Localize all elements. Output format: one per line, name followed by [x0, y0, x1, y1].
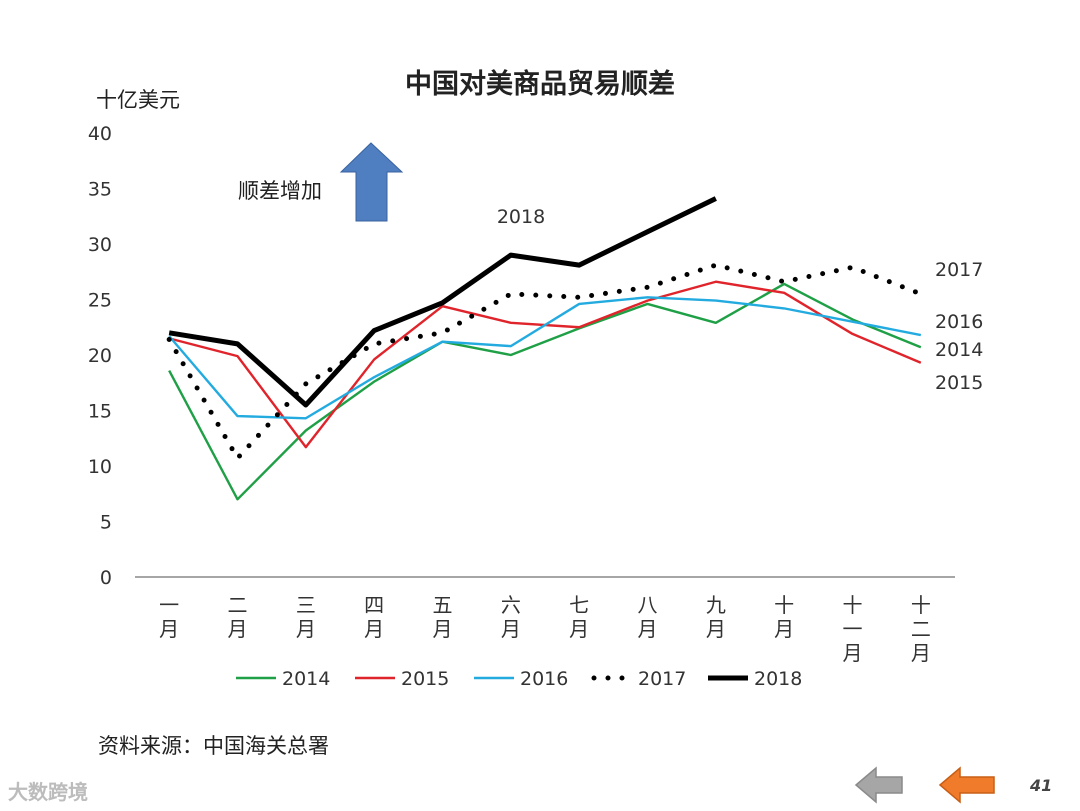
series-line-2017: [166, 262, 924, 463]
x-tick-label: 十二月: [911, 593, 931, 665]
series-lines: [166, 196, 924, 501]
series-line-2014: [168, 282, 922, 501]
y-tick-label: 30: [88, 234, 112, 256]
legend-label-2016: 2016: [520, 668, 568, 690]
annotation: 顺差增加: [238, 142, 404, 222]
y-tick-labels: 0 5 10 15 20 25 30 35 40: [88, 123, 112, 589]
previous-slide-button[interactable]: [852, 762, 912, 808]
y-tick-label: 20: [88, 345, 112, 367]
y-tick-label: 35: [88, 179, 112, 201]
line-label-2015: 2015: [935, 372, 983, 394]
y-tick-label: 40: [88, 123, 112, 145]
watermark-logo: 大数跨境: [8, 780, 88, 804]
line-end-labels: 2018 2017 2016 2014 2015: [497, 206, 984, 394]
x-tick-label: 七月: [569, 593, 589, 641]
legend-label-2015: 2015: [401, 668, 449, 690]
source-note: 资料来源：中国海关总署: [98, 734, 329, 758]
x-tick-label: 十月: [774, 593, 794, 641]
x-tick-label: 一月: [159, 593, 179, 641]
line-label-2018: 2018: [497, 206, 545, 228]
x-tick-label: 十一月: [843, 593, 863, 665]
line-label-2017: 2017: [935, 259, 983, 281]
line-label-2014: 2014: [935, 339, 983, 361]
annotation-text: 顺差增加: [238, 179, 322, 203]
x-tick-label: 九月: [706, 593, 726, 641]
left-arrow-icon: [938, 766, 995, 804]
x-tick-label: 五月: [433, 593, 453, 641]
left-arrow-icon: [854, 766, 903, 804]
x-tick-label: 二月: [228, 593, 248, 641]
series-line-2016: [168, 296, 922, 420]
x-tick-label: 八月: [638, 593, 658, 641]
series-line-2015: [168, 280, 922, 449]
y-tick-label: 10: [88, 456, 112, 478]
y-tick-label: 25: [88, 290, 112, 312]
y-tick-label: 15: [88, 401, 112, 423]
series-line-2018: [168, 196, 717, 408]
line-label-2016: 2016: [935, 311, 983, 333]
legend-label-2018: 2018: [754, 668, 802, 690]
legend: 2014 2015 2016 2017 2018: [236, 668, 802, 690]
y-tick-label: 5: [100, 512, 112, 534]
y-axis-unit-label: 十亿美元: [96, 88, 180, 112]
next-slide-button[interactable]: [936, 762, 996, 808]
page-number: 41: [1030, 776, 1053, 795]
chart-title: 中国对美商品贸易顺差: [405, 69, 675, 100]
legend-label-2014: 2014: [282, 668, 330, 690]
legend-label-2017: 2017: [638, 668, 686, 690]
y-tick-label: 0: [100, 567, 112, 589]
x-tick-label: 三月: [296, 593, 316, 641]
x-tick-label: 六月: [501, 593, 521, 641]
up-arrow-icon: [339, 142, 404, 222]
x-tick-label: 四月: [364, 593, 384, 641]
